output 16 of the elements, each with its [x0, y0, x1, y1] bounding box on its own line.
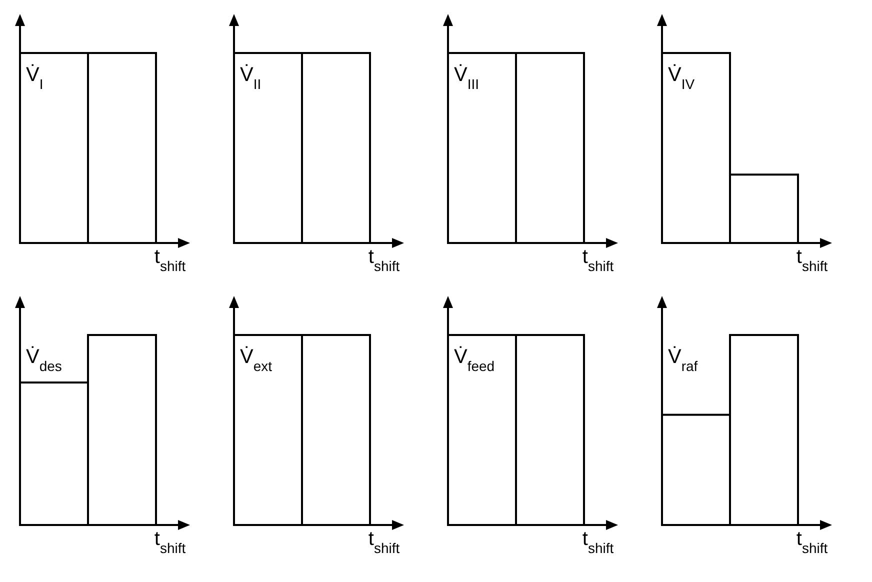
y-axis-title: V̇$_{I}$	[26, 64, 44, 92]
y-axis-title: V̇$_{ext}$	[240, 346, 272, 374]
x-axis-title: t$_{shift}$	[368, 246, 400, 274]
y-axis-title: V̇$_{des}$	[26, 346, 62, 374]
y-axis-title: V̇$_{IV}$	[668, 64, 696, 92]
x-axis-title: t$_{shift}$	[154, 528, 186, 556]
y-axis-title: V̇$_{raf}$	[668, 346, 698, 374]
x-axis-title: t$_{shift}$	[796, 528, 828, 556]
x-axis-title: t$_{shift}$	[796, 246, 828, 274]
y-axis-title: V̇$_{III}$	[454, 64, 480, 92]
y-axis-title: V̇$_{II}$	[240, 64, 262, 92]
x-axis-title: t$_{shift}$	[368, 528, 400, 556]
y-axis-title: V̇$_{feed}$	[454, 346, 495, 374]
x-axis-title: t$_{shift}$	[582, 528, 614, 556]
x-axis-title: t$_{shift}$	[582, 246, 614, 274]
x-axis-title: t$_{shift}$	[154, 246, 186, 274]
